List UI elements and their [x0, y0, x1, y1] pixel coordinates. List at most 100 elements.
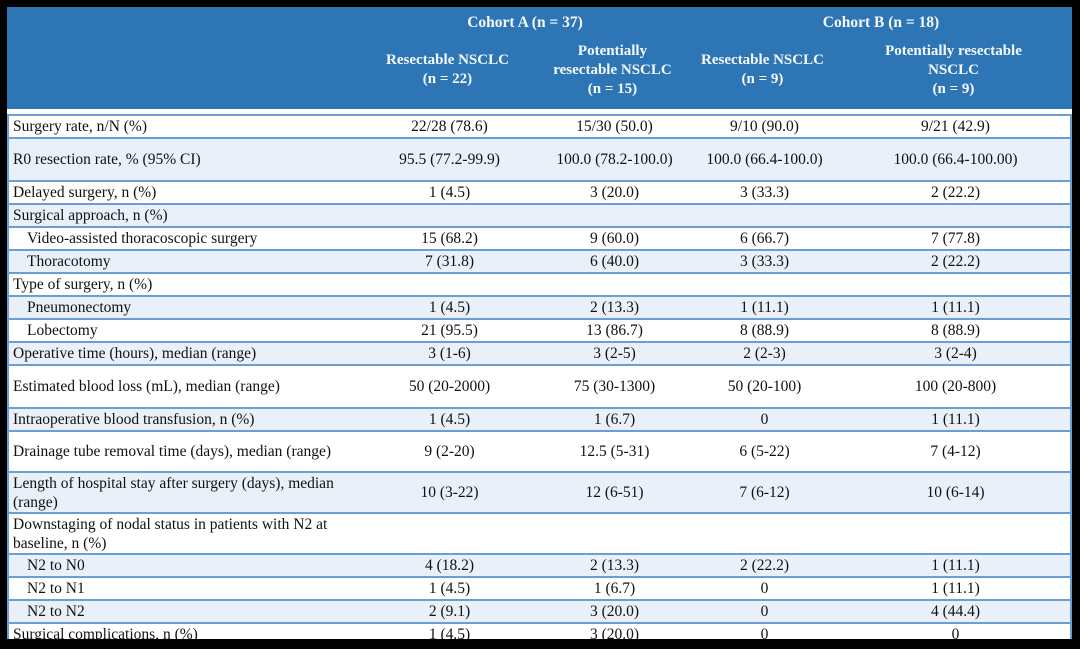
- table-cell: 1 (6.7): [593, 579, 636, 597]
- row-label: Intraoperative blood transfusion, n (%): [13, 411, 255, 428]
- table-cell: 2 (2-3): [743, 344, 786, 362]
- col-header-line: NSCLC: [928, 61, 979, 78]
- table-cell: [692, 274, 837, 295]
- cohort-b-header: Cohort B (n = 18): [822, 14, 940, 31]
- table-cell: 1 (11.1): [931, 556, 980, 574]
- col-header-line: resectable NSCLC: [553, 61, 672, 78]
- table-cell: 95.5 (77.2-99.9): [399, 150, 500, 168]
- row-label: Thoracotomy: [27, 253, 111, 270]
- table-cell: 6 (40.0): [589, 252, 640, 270]
- row-label: N2 to N1: [27, 580, 85, 597]
- row-label: Surgical approach, n (%): [13, 207, 168, 224]
- row-label: Pneumonectomy: [27, 299, 132, 316]
- table-cell: 1 (4.5): [428, 298, 471, 316]
- table-cell: 1 (11.1): [931, 579, 980, 597]
- table-cell: 0: [760, 579, 769, 597]
- table-cell: 100.0 (78.2-100.0): [556, 150, 673, 168]
- row-label: Lobectomy: [27, 322, 98, 339]
- row-label: Video-assisted thoracoscopic surgery: [27, 230, 258, 247]
- col-header-potentially-resectable-b: Potentially resectable NSCLC (n = 9): [835, 35, 1072, 105]
- table-cell: 3 (20.0): [589, 183, 640, 201]
- table-row-thoracotomy: Thoracotomy 7 (31.8) 6 (40.0) 3 (33.3) 2…: [9, 251, 1070, 274]
- table-row-r0-resection: R0 resection rate, % (95% CI) 95.5 (77.2…: [9, 139, 1070, 182]
- table-cell: 4 (44.4): [930, 602, 981, 620]
- col-header-line: (n = 9): [932, 80, 975, 97]
- table-row-blood-transfusion: Intraoperative blood transfusion, n (%) …: [9, 409, 1070, 432]
- table-cell: 8 (88.9): [930, 321, 981, 339]
- table-row-surgical-complications: Surgical complications, n (%) 1 (4.5) 3 …: [9, 624, 1070, 639]
- table-cell: 7 (31.8): [424, 252, 475, 270]
- table-cell: 2 (13.3): [589, 298, 640, 316]
- table-cell: 1 (4.5): [428, 410, 471, 428]
- table-cell: 1 (11.1): [931, 298, 980, 316]
- table-cell: [837, 514, 1072, 553]
- table-cell: 3 (20.0): [589, 602, 640, 620]
- table-cell: 3 (2-4): [934, 344, 977, 362]
- row-label: R0 resection rate, % (95% CI): [13, 151, 201, 168]
- col-header-line: Potentially: [577, 42, 648, 59]
- table-cell: 9 (2-20): [424, 442, 475, 460]
- table-cell: 12.5 (5-31): [579, 442, 650, 460]
- table-cell: 3 (33.3): [739, 183, 790, 201]
- table-cell: 10 (3-22): [420, 483, 479, 501]
- subgroup-header-row: Resectable NSCLC (n = 22) Potentially re…: [7, 35, 1072, 109]
- row-label: N2 to N2: [27, 603, 85, 620]
- table-row-n2-to-n1: N2 to N1 1 (4.5) 1 (6.7) 0 1 (11.1): [9, 578, 1070, 601]
- table-row-type-of-surgery: Type of surgery, n (%): [9, 274, 1070, 297]
- row-label: Surgery rate, n/N (%): [13, 118, 148, 135]
- table-cell: 1 (11.1): [740, 298, 789, 316]
- col-header-resectable-b: Resectable NSCLC (n = 9): [690, 35, 835, 105]
- table-row-hospital-stay: Length of hospital stay after surgery (d…: [9, 473, 1070, 514]
- table-cell: 7 (77.8): [930, 229, 981, 247]
- table-cell: 15 (68.2): [421, 229, 478, 247]
- table-body: Surgery rate, n/N (%) 22/28 (78.6) 15/30…: [7, 114, 1072, 639]
- col-header-line: (n = 15): [587, 80, 638, 97]
- table-cell: 100 (20-800): [914, 377, 997, 395]
- table-cell: 75 (30-1300): [573, 377, 656, 395]
- table-row-vats: Video-assisted thoracoscopic surgery 15 …: [9, 228, 1070, 251]
- table-row-downstaging: Downstaging of nodal status in patients …: [9, 514, 1070, 555]
- table-cell: 6 (66.7): [739, 229, 790, 247]
- table-cell: 2 (13.3): [589, 556, 640, 574]
- table-cell: 9/21 (42.9): [921, 117, 990, 135]
- table-cell: [362, 514, 537, 553]
- table-cell: 21 (95.5): [421, 321, 478, 339]
- table-cell: 7 (6-12): [739, 483, 790, 501]
- table-cell: 8 (88.9): [739, 321, 790, 339]
- row-label: Delayed surgery, n (%): [13, 184, 157, 201]
- row-label: Surgical complications, n (%): [13, 626, 198, 639]
- table-cell: 0: [760, 625, 769, 640]
- table-cell: 7 (4-12): [930, 442, 981, 460]
- table-cell: 10 (6-14): [926, 483, 985, 501]
- table-cell: [537, 274, 692, 295]
- table-cell: 0: [951, 625, 960, 640]
- table-cell: 6 (5-22): [739, 442, 790, 460]
- row-label: Operative time (hours), median (range): [13, 345, 257, 362]
- table-cell: 1 (4.5): [428, 579, 471, 597]
- table-cell: 0: [760, 410, 769, 428]
- table-row-n2-to-n2: N2 to N2 2 (9.1) 3 (20.0) 0 4 (44.4): [9, 601, 1070, 624]
- table-cell: 50 (20-2000): [408, 377, 491, 395]
- col-header-potentially-resectable-a: Potentially resectable NSCLC (n = 15): [535, 35, 690, 105]
- table-cell: 3 (20.0): [589, 625, 640, 640]
- table-cell: 4 (18.2): [424, 556, 475, 574]
- row-label-header-spacer: [7, 35, 360, 105]
- row-label: Length of hospital stay after surgery (d…: [13, 474, 334, 511]
- table-cell: [362, 205, 537, 226]
- row-label: Type of surgery, n (%): [13, 276, 153, 293]
- row-label: Downstaging of nodal status in patients …: [13, 515, 328, 552]
- table-cell: [692, 205, 837, 226]
- table-cell: 15/30 (50.0): [576, 117, 653, 135]
- table-cell: 0: [760, 602, 769, 620]
- table-cell: [692, 514, 837, 553]
- table-cell: 1 (4.5): [428, 183, 471, 201]
- table-row-n2-to-n0: N2 to N0 4 (18.2) 2 (13.3) 2 (22.2) 1 (1…: [9, 555, 1070, 578]
- table-cell: 1 (4.5): [428, 625, 471, 640]
- surgical-outcomes-table: Cohort A (n = 37) Cohort B (n = 18) Rese…: [7, 7, 1072, 639]
- table-cell: 9 (60.0): [589, 229, 640, 247]
- table-cell: 50 (20-100): [727, 377, 802, 395]
- table-row-surgical-approach: Surgical approach, n (%): [9, 205, 1070, 228]
- table-cell: 1 (11.1): [931, 410, 980, 428]
- table-cell: 3 (33.3): [739, 252, 790, 270]
